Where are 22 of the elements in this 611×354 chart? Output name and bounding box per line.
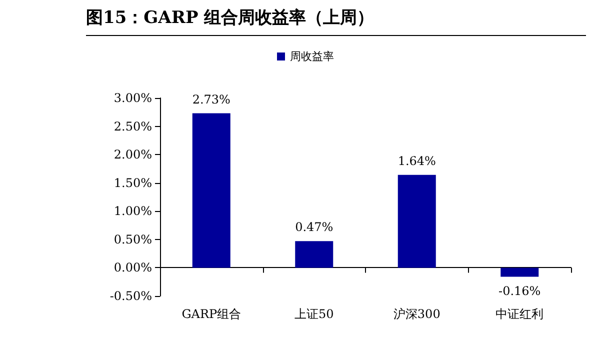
y-tick-label: 1.50% (114, 176, 152, 190)
data-label: -0.16% (498, 284, 541, 298)
x-tick-label: 中证红利 (496, 307, 544, 321)
data-label: 1.64% (398, 154, 436, 168)
chart-title: 图15：GARP 组合周收益率（上周） (86, 6, 586, 36)
data-label: 2.73% (192, 92, 230, 106)
y-tick-label: -0.50% (110, 289, 152, 303)
y-tick-label: 2.50% (114, 119, 152, 134)
bar (192, 113, 230, 268)
bar (398, 174, 436, 268)
y-tick-label: 1.00% (114, 204, 152, 218)
legend-label: 周收益率 (290, 50, 334, 63)
y-tick-label: 0.50% (114, 232, 152, 246)
bar (500, 268, 539, 277)
x-tick-label: GARP组合 (182, 307, 242, 321)
x-tick-label: 沪深300 (393, 307, 440, 321)
y-tick-label: 2.00% (114, 148, 152, 162)
y-tick-label: 3.00% (114, 91, 152, 105)
y-tick-label: 0.00% (114, 260, 152, 275)
bar (295, 241, 334, 268)
data-label: 0.47% (295, 220, 334, 234)
x-tick-label: 上证50 (294, 307, 334, 321)
